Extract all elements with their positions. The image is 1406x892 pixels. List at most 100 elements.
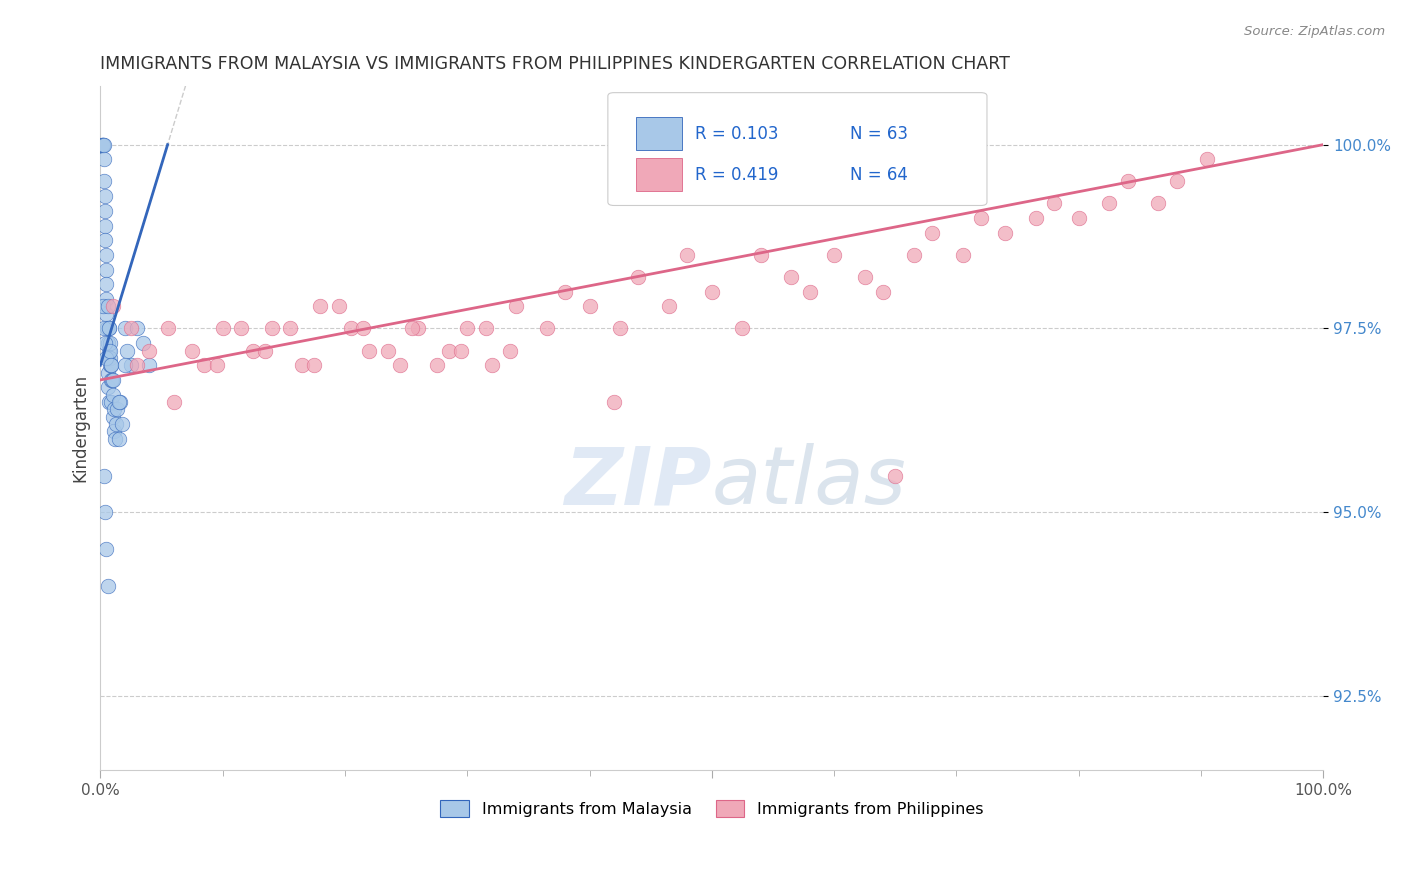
- Point: [994, 226, 1017, 240]
- Point: [884, 468, 907, 483]
- Point: [93, 189, 115, 203]
- Point: [481, 358, 503, 372]
- Point: [120, 321, 142, 335]
- Point: [97, 343, 120, 358]
- Point: [94, 219, 117, 233]
- Point: [103, 402, 125, 417]
- Point: [1116, 174, 1139, 188]
- Point: [101, 299, 124, 313]
- Text: R = 0.419: R = 0.419: [695, 166, 778, 184]
- Point: [505, 299, 527, 313]
- Point: [181, 343, 204, 358]
- Point: [1147, 196, 1170, 211]
- Point: [97, 395, 120, 409]
- Point: [1025, 211, 1047, 226]
- Point: [101, 387, 124, 401]
- FancyBboxPatch shape: [636, 158, 682, 191]
- Point: [97, 321, 120, 335]
- Point: [853, 270, 876, 285]
- Point: [260, 321, 283, 335]
- Point: [291, 358, 314, 372]
- Point: [96, 351, 118, 365]
- Point: [97, 336, 120, 351]
- Point: [1166, 174, 1188, 188]
- Point: [94, 336, 117, 351]
- Point: [96, 542, 118, 557]
- Point: [93, 137, 115, 152]
- Point: [97, 380, 120, 394]
- Point: [700, 285, 723, 299]
- Point: [359, 343, 381, 358]
- Point: [388, 358, 411, 372]
- Text: N = 63: N = 63: [851, 125, 908, 143]
- Point: [603, 395, 626, 409]
- Point: [242, 343, 264, 358]
- Point: [107, 402, 129, 417]
- Point: [93, 321, 115, 335]
- Point: [105, 417, 128, 431]
- Point: [352, 321, 374, 335]
- Point: [156, 321, 179, 335]
- Point: [437, 343, 460, 358]
- Point: [229, 321, 252, 335]
- Point: [731, 321, 754, 335]
- Point: [104, 432, 127, 446]
- Point: [211, 321, 233, 335]
- Point: [103, 425, 125, 439]
- Point: [138, 343, 160, 358]
- Text: atlas: atlas: [711, 443, 907, 522]
- Point: [90, 137, 112, 152]
- Point: [340, 321, 363, 335]
- Point: [499, 343, 522, 358]
- Point: [100, 358, 122, 372]
- Point: [450, 343, 472, 358]
- Text: N = 64: N = 64: [851, 166, 908, 184]
- Point: [93, 153, 115, 167]
- Point: [98, 343, 121, 358]
- Text: ZIP: ZIP: [564, 443, 711, 522]
- Point: [799, 285, 821, 299]
- Text: Source: ZipAtlas.com: Source: ZipAtlas.com: [1244, 25, 1385, 38]
- Point: [94, 203, 117, 218]
- Point: [426, 358, 449, 372]
- Point: [117, 343, 139, 358]
- Point: [309, 299, 332, 313]
- Point: [111, 417, 134, 431]
- Point: [138, 358, 160, 372]
- Point: [780, 270, 803, 285]
- Point: [1067, 211, 1090, 226]
- Point: [658, 299, 681, 313]
- Point: [114, 358, 136, 372]
- Point: [456, 321, 478, 335]
- Point: [578, 299, 600, 313]
- Point: [1043, 196, 1066, 211]
- Point: [328, 299, 350, 313]
- Point: [94, 233, 117, 247]
- Point: [474, 321, 496, 335]
- Point: [98, 351, 121, 365]
- Point: [96, 307, 118, 321]
- Point: [96, 277, 118, 292]
- Point: [125, 321, 148, 335]
- Point: [94, 505, 117, 519]
- Point: [101, 409, 124, 424]
- Point: [120, 358, 142, 372]
- Point: [254, 343, 277, 358]
- Point: [97, 299, 120, 313]
- Point: [100, 395, 122, 409]
- Text: IMMIGRANTS FROM MALAYSIA VS IMMIGRANTS FROM PHILIPPINES KINDERGARTEN CORRELATION: IMMIGRANTS FROM MALAYSIA VS IMMIGRANTS F…: [100, 55, 1011, 73]
- FancyBboxPatch shape: [607, 93, 987, 205]
- FancyBboxPatch shape: [636, 117, 682, 150]
- Point: [98, 336, 121, 351]
- Point: [101, 373, 124, 387]
- Point: [970, 211, 993, 226]
- Point: [609, 321, 631, 335]
- Point: [304, 358, 326, 372]
- Point: [97, 351, 120, 365]
- Point: [193, 358, 215, 372]
- Point: [91, 299, 114, 313]
- Point: [377, 343, 399, 358]
- Point: [163, 395, 186, 409]
- Point: [108, 395, 131, 409]
- Point: [114, 321, 136, 335]
